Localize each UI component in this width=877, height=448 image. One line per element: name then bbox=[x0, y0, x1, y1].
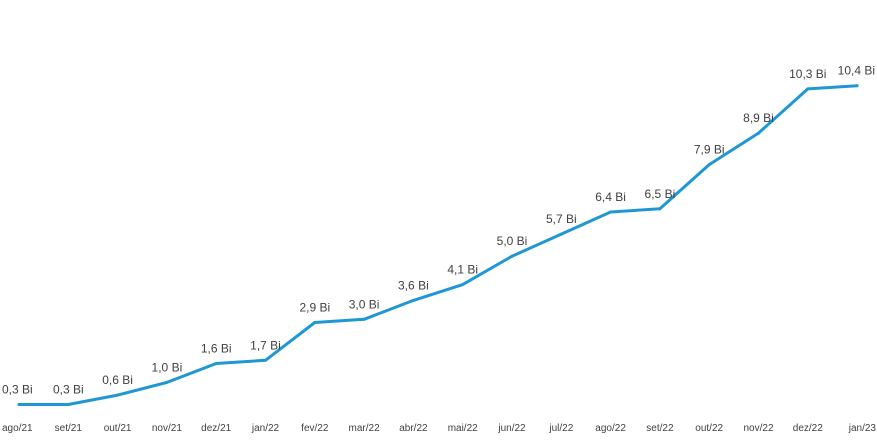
data-point bbox=[165, 380, 169, 384]
x-tick-label: set/21 bbox=[55, 423, 83, 434]
data-label: 1,6 Bi bbox=[201, 342, 232, 356]
data-point bbox=[757, 131, 760, 135]
data-label: 0,3 Bi bbox=[2, 383, 33, 397]
x-axis-tick-layer: ago/21 set/21 out/21 nov/21 dez/21 jan/22 fev/… bbox=[2, 423, 876, 434]
data-point bbox=[559, 232, 563, 236]
x-tick-label: mar/22 bbox=[349, 423, 381, 434]
data-point bbox=[707, 163, 711, 167]
data-point bbox=[116, 393, 120, 397]
data-label: 5,0 Bi bbox=[497, 234, 528, 248]
data-label: 5,7 Bi bbox=[546, 212, 577, 226]
data-label: 8,9 Bi bbox=[743, 111, 774, 125]
data-label: 3,6 Bi bbox=[398, 278, 429, 292]
x-tick-label: dez/22 bbox=[793, 423, 823, 434]
x-tick-label: fev/22 bbox=[301, 423, 329, 434]
x-tick-label: set/22 bbox=[646, 423, 674, 434]
series-line-layer bbox=[17, 84, 859, 406]
data-label-layer: 0,3 Bi 0,3 Bi 0,6 Bi 1,0 Bi 1,6 Bi 1,7 Bi 2,9 … bbox=[2, 64, 875, 397]
data-point bbox=[66, 403, 70, 406]
data-label: 0,3 Bi bbox=[53, 383, 84, 397]
data-label: 6,5 Bi bbox=[645, 187, 676, 201]
data-label: 1,7 Bi bbox=[250, 338, 281, 352]
data-point bbox=[806, 87, 810, 91]
data-label: 2,9 Bi bbox=[299, 301, 330, 315]
data-label: 10,3 Bi bbox=[789, 67, 826, 81]
data-point bbox=[264, 358, 267, 362]
data-point bbox=[313, 321, 317, 324]
data-point bbox=[461, 283, 465, 287]
x-tick-label: mai/22 bbox=[448, 423, 478, 434]
series-line bbox=[17, 84, 859, 406]
x-tick-label: jul/22 bbox=[548, 423, 573, 434]
data-point bbox=[510, 254, 514, 258]
x-tick-label: jun/22 bbox=[497, 423, 526, 434]
data-point bbox=[411, 298, 415, 302]
data-label: 6,4 Bi bbox=[595, 190, 626, 204]
data-label: 3,0 Bi bbox=[349, 297, 380, 311]
data-label: 0,6 Bi bbox=[102, 373, 133, 387]
data-label: 1,0 Bi bbox=[152, 360, 183, 374]
x-tick-label: nov/21 bbox=[152, 423, 182, 434]
data-point bbox=[214, 362, 218, 365]
x-tick-label: dez/21 bbox=[201, 423, 231, 434]
data-point bbox=[362, 317, 366, 321]
data-point bbox=[855, 84, 859, 88]
x-tick-label: out/22 bbox=[695, 423, 723, 434]
data-label: 10,4 Bi bbox=[838, 64, 875, 78]
x-tick-label: ago/21 bbox=[2, 423, 33, 434]
x-tick-label: ago/22 bbox=[595, 423, 626, 434]
data-label: 4,1 Bi bbox=[447, 263, 478, 277]
x-tick-label: jan/22 bbox=[251, 423, 280, 434]
x-tick-label: abr/22 bbox=[399, 423, 428, 434]
x-tick-label: out/21 bbox=[104, 423, 132, 434]
data-point bbox=[609, 210, 613, 214]
data-label: 7,9 Bi bbox=[694, 143, 725, 157]
x-tick-label: jan/23 bbox=[848, 423, 877, 434]
data-point bbox=[658, 207, 662, 211]
x-tick-label: nov/22 bbox=[743, 423, 773, 434]
data-point bbox=[17, 403, 21, 406]
